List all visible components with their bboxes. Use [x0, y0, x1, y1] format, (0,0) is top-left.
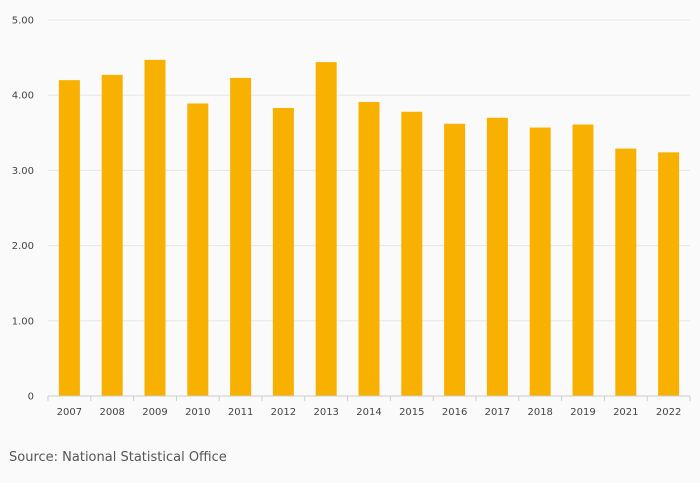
x-tick-label: 2017 — [485, 407, 510, 418]
bar-2010 — [187, 103, 209, 397]
bar-2019 — [572, 124, 594, 396]
bar-2015 — [401, 111, 423, 396]
bar-2018 — [529, 127, 551, 396]
y-tick-label: 0 — [28, 392, 34, 403]
x-tick-label: 2011 — [228, 407, 253, 418]
bar-2014 — [358, 101, 380, 396]
x-tick-label: 2022 — [656, 407, 681, 418]
x-tick-label: 2009 — [142, 407, 167, 418]
x-tick-label: 2021 — [613, 407, 638, 418]
bar-2008 — [101, 74, 123, 397]
y-tick-label: 4.00 — [12, 91, 34, 102]
y-tick-label: 5.00 — [12, 16, 34, 27]
bar-2016 — [444, 123, 466, 396]
bar-2012 — [272, 107, 294, 396]
x-tick-label: 2016 — [442, 407, 467, 418]
x-tick-label: 2019 — [570, 407, 595, 418]
bar-series — [58, 59, 680, 397]
bar-2022 — [658, 152, 680, 396]
bar-chart: 01.002.003.004.005.00 2007 2008 2009 2010 20… — [12, 16, 691, 418]
x-tick-label: 2008 — [99, 407, 124, 418]
source-note: Source: National Statistical Office — [9, 450, 227, 465]
y-tick-label: 1.00 — [12, 316, 34, 327]
x-tick-label: 2018 — [527, 407, 552, 418]
x-tick-label: 2012 — [271, 407, 296, 418]
bar-2009 — [144, 59, 166, 397]
bar-2017 — [486, 117, 508, 396]
x-axis: 2007 2008 2009 2010 2011 2012 2013 2014 2015 2016… — [47, 395, 691, 418]
x-tick-label: 2014 — [356, 407, 381, 418]
y-tick-label: 3.00 — [12, 166, 34, 177]
bar-2013 — [315, 62, 337, 396]
bar-2011 — [230, 77, 252, 397]
x-tick-label: 2013 — [313, 407, 338, 418]
bar-2021 — [615, 148, 637, 396]
x-tick-label: 2010 — [185, 407, 210, 418]
y-tick-label: 2.00 — [12, 241, 34, 252]
x-tick-label: 2007 — [57, 407, 82, 418]
bar-2007 — [58, 80, 80, 396]
x-tick-label: 2015 — [399, 407, 424, 418]
y-axis: 0 1.00 2.00 3.00 4.00 5.00 — [12, 16, 34, 403]
